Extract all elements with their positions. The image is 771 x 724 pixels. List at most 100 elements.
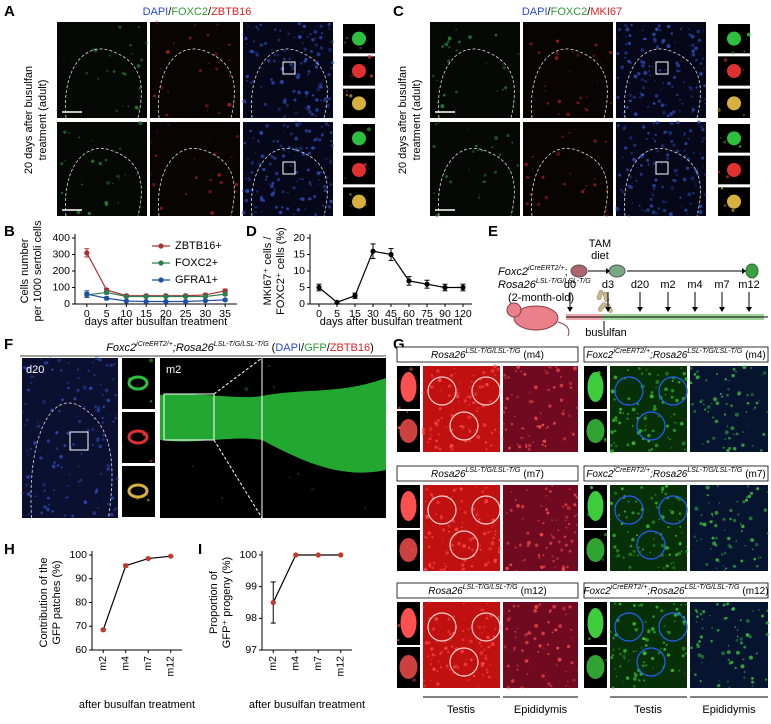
cell-signal <box>431 658 433 661</box>
cell-signal <box>655 380 660 384</box>
cell-signal <box>496 367 500 371</box>
cell-signal <box>557 540 561 544</box>
cell-signal <box>514 369 518 373</box>
tubule-outline <box>158 48 235 119</box>
cell-signal <box>293 98 297 102</box>
series-line <box>272 554 341 603</box>
cell-signal <box>483 648 486 651</box>
cell-signal <box>76 388 80 393</box>
cell-signal <box>434 445 438 449</box>
cell-signal <box>483 562 488 567</box>
cell-signal <box>482 371 486 375</box>
cell-signal <box>655 502 657 504</box>
cell-signal <box>642 651 647 656</box>
cell-signal <box>670 668 675 673</box>
cell-signal <box>492 536 495 540</box>
side-label: 20 days after busulfan treatment (adult) <box>397 66 423 174</box>
cell-signal <box>468 394 472 399</box>
cell-signal <box>636 403 639 406</box>
cell-signal <box>650 496 654 500</box>
cell-signal <box>318 184 320 186</box>
text-part: Rosa26 <box>431 469 466 480</box>
cell-signal <box>708 502 710 504</box>
micrograph <box>430 122 520 216</box>
cell-signal <box>613 375 618 380</box>
cell-signal <box>658 25 661 28</box>
cell-signal <box>752 609 755 612</box>
cell-signal <box>700 654 705 659</box>
cell-signal <box>113 362 116 366</box>
cell-signal <box>422 606 425 609</box>
cell-signal <box>565 613 567 616</box>
cell-signal <box>277 107 281 111</box>
cell-signal <box>330 40 334 44</box>
cell-signal <box>465 395 469 399</box>
text-part: Foxc2 <box>106 342 136 354</box>
cell-signal <box>701 443 704 446</box>
cell-signal <box>516 664 519 667</box>
cell-signal <box>646 208 650 212</box>
cell-signal <box>329 131 333 135</box>
cell-signal <box>255 211 257 214</box>
stain-title: DAPI/FOXC2/ZBTB16 <box>143 6 252 18</box>
cell-signal <box>286 207 290 211</box>
cell-signal <box>516 668 519 671</box>
text-part: / <box>168 6 172 18</box>
cell-signal <box>94 356 99 361</box>
text-part: 20 days after busulfan <box>23 66 35 174</box>
genotype-header: Rosa26LSL-T/G/LSL-T/G (m7) <box>431 467 544 479</box>
cell-signal <box>727 388 730 391</box>
point <box>270 599 276 606</box>
cell-signal <box>640 93 645 97</box>
genotype-header: Foxc2iCreERT2/+;Rosa26LSL-T/G/LSL-T/G (m4… <box>586 348 766 360</box>
cell-signal <box>452 489 456 492</box>
text-part: ( <box>272 342 276 354</box>
timepoint-label: d20 <box>631 279 649 291</box>
cell-signal <box>305 146 309 150</box>
cell-signal <box>684 377 688 381</box>
cell-signal <box>666 436 669 439</box>
cell-signal <box>327 22 331 27</box>
cell-signal <box>606 685 608 687</box>
cell-signal <box>618 421 622 425</box>
cell-signal <box>654 133 658 137</box>
cell-signal <box>627 412 630 416</box>
cell-signal <box>575 496 579 499</box>
cell-signal <box>664 160 667 162</box>
cell-signal <box>468 386 471 389</box>
cell-inset <box>727 64 741 78</box>
cell-signal <box>443 562 446 565</box>
cell-signal <box>117 202 120 204</box>
cell-signal <box>746 485 750 488</box>
cell-signal <box>548 365 552 369</box>
cell-signal <box>51 510 55 513</box>
cell-signal <box>741 443 745 447</box>
cell-signal <box>652 543 656 547</box>
y-tick-label: 100 <box>52 281 70 293</box>
cell-signal <box>297 21 302 26</box>
x-tick-label: m2 <box>267 656 279 671</box>
cell-signal <box>193 157 195 160</box>
cell-signal <box>425 537 428 539</box>
cell-signal <box>670 416 672 418</box>
cell-signal <box>644 210 647 213</box>
cell-signal <box>624 56 627 59</box>
cell-signal <box>268 162 272 166</box>
cell-signal <box>512 604 516 608</box>
cell-signal <box>551 519 553 522</box>
cell-signal <box>137 26 140 29</box>
cell-signal <box>672 110 676 114</box>
cell-signal <box>486 530 490 534</box>
point <box>84 250 90 256</box>
cell-signal <box>524 162 529 167</box>
cell-signal <box>265 124 270 128</box>
cell-signal <box>641 85 646 90</box>
cell-signal <box>666 653 671 657</box>
cell-signal <box>546 511 550 515</box>
cell-signal <box>49 357 52 360</box>
cell-signal <box>638 604 640 607</box>
cell-signal <box>292 185 296 190</box>
cell-signal <box>457 388 459 390</box>
micrograph <box>690 485 768 571</box>
cell-signal <box>77 377 80 380</box>
